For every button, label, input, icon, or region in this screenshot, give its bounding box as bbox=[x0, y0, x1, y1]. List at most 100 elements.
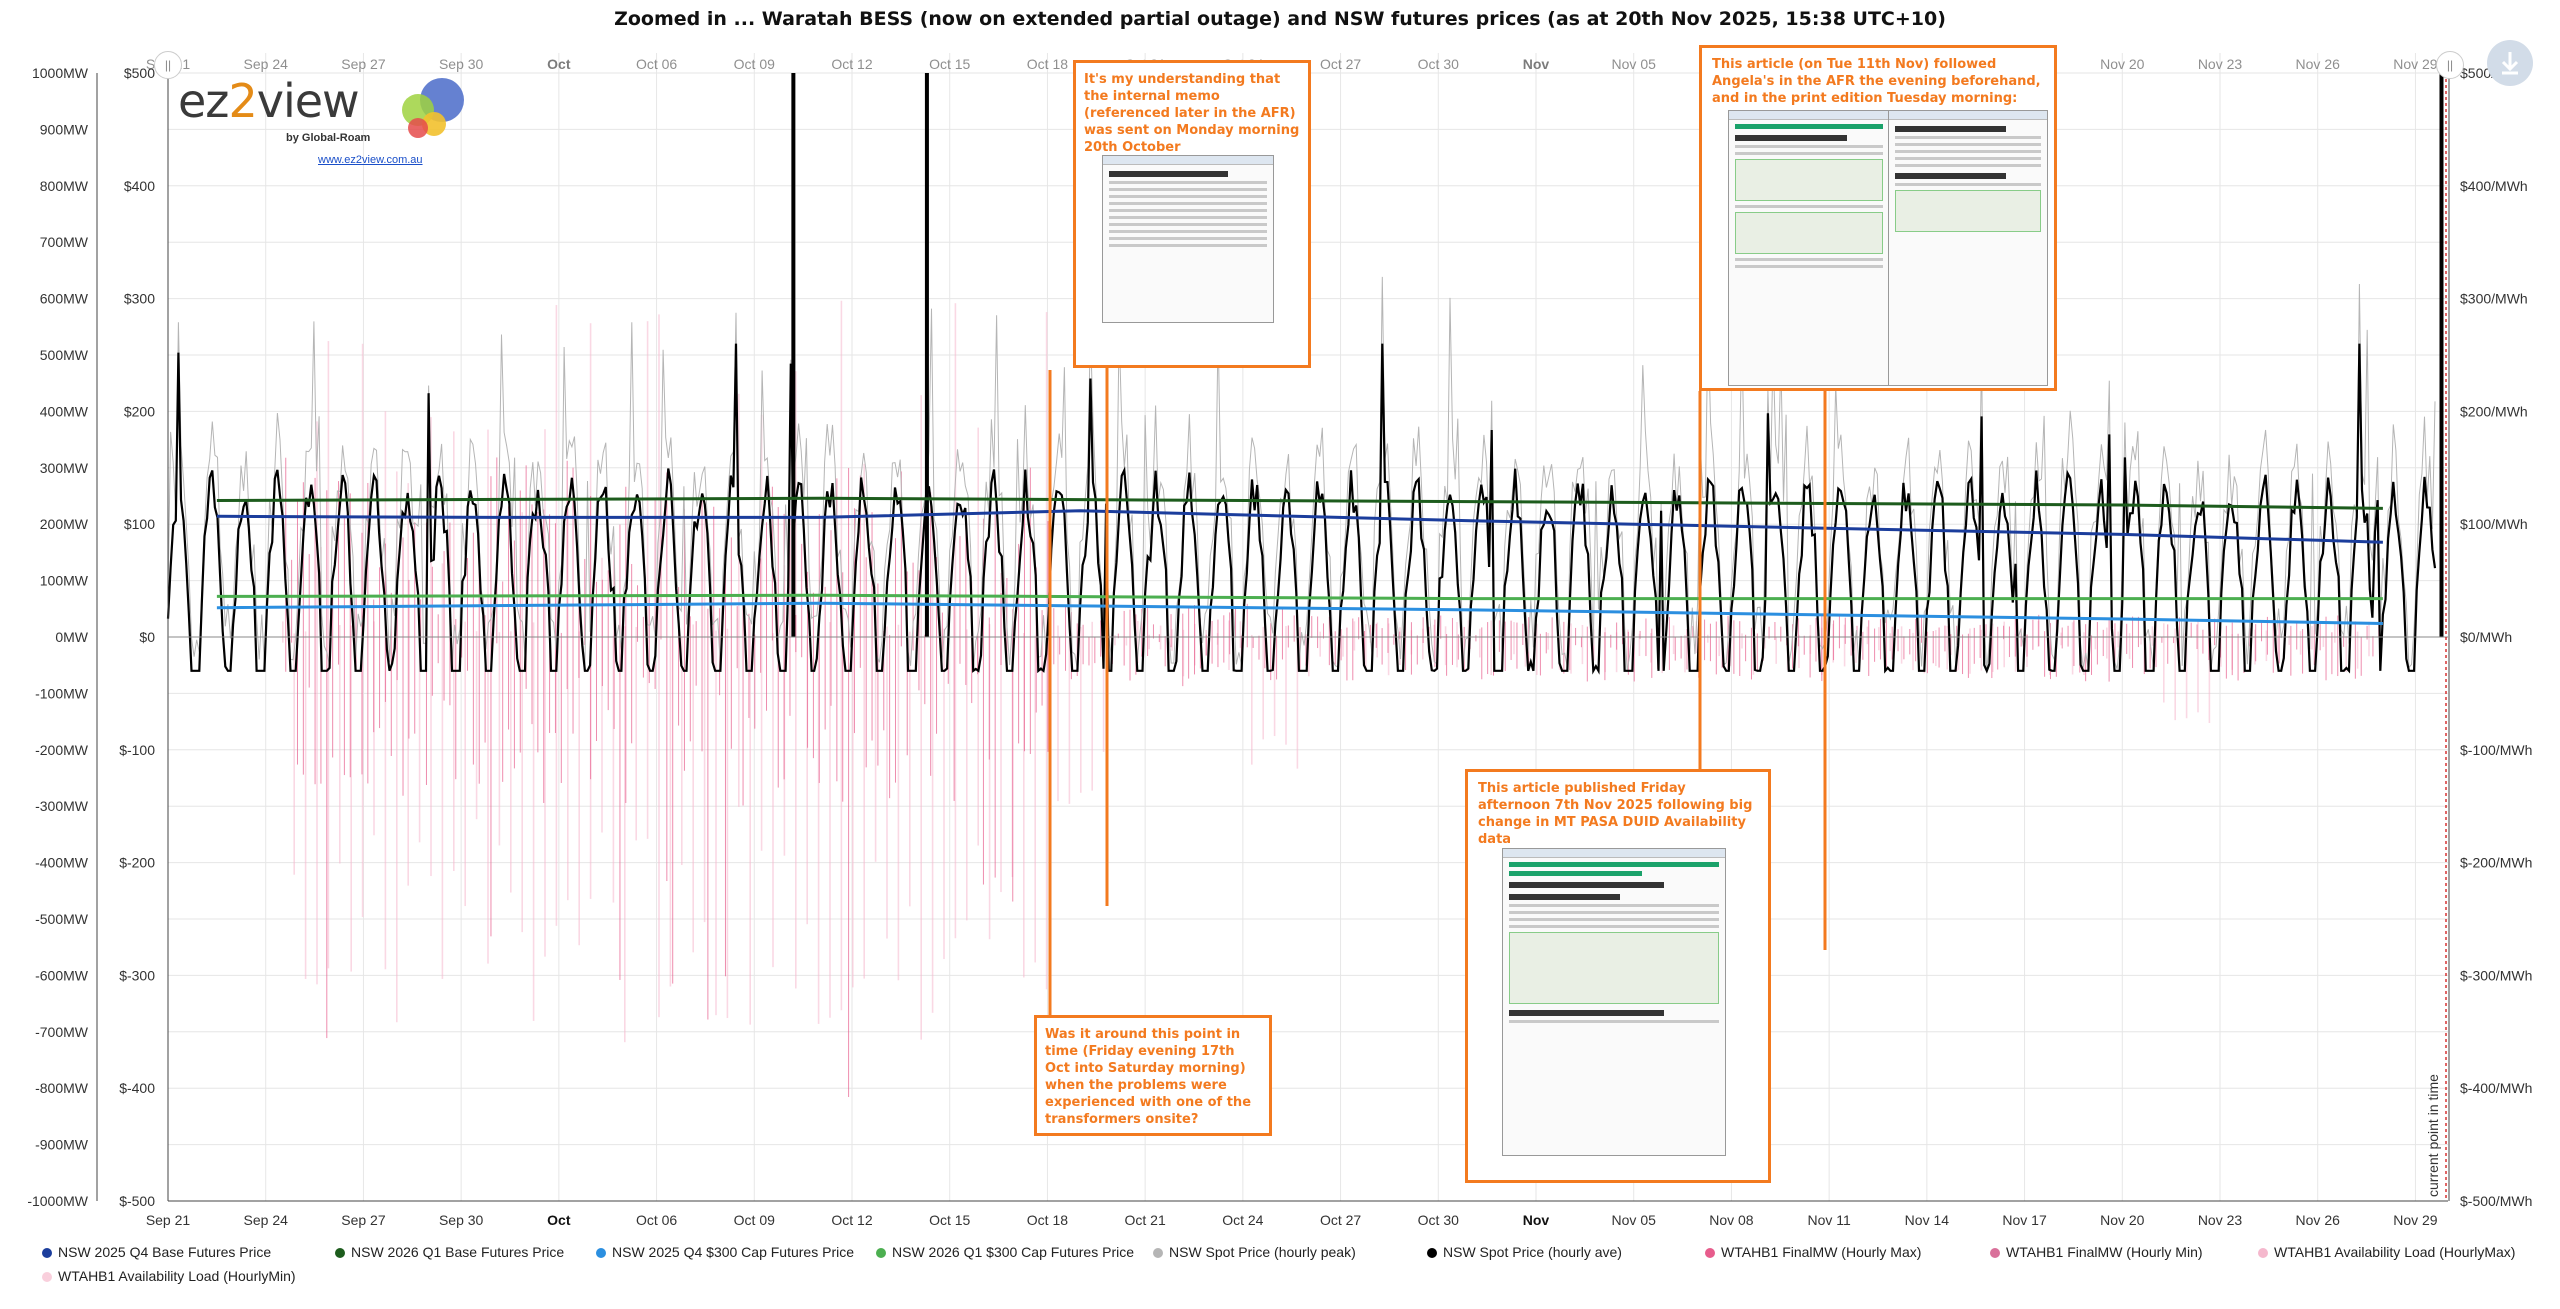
finalmw-bar bbox=[1170, 614, 1172, 648]
legend-item[interactable]: WTAHB1 Availability Load (HourlyMin) bbox=[42, 1268, 296, 1284]
availability-load-bar bbox=[578, 631, 580, 946]
availability-load-bar bbox=[2060, 632, 2062, 646]
y-tick-right-label: $-500/MWh bbox=[2460, 1193, 2532, 1209]
availability-load-bar bbox=[1091, 621, 1093, 791]
legend-item[interactable]: NSW 2026 Q1 Base Futures Price bbox=[335, 1244, 564, 1260]
finalmw-bar bbox=[1082, 624, 1084, 665]
finalmw-bar bbox=[291, 559, 293, 643]
availability-load-bar bbox=[2071, 622, 2074, 675]
download-button[interactable] bbox=[2487, 40, 2533, 86]
availability-load-bar bbox=[1843, 624, 1846, 667]
y-tick-mw-label: -1000MW bbox=[27, 1193, 88, 1209]
availability-load-bar bbox=[726, 628, 729, 1019]
finalmw-bar bbox=[1973, 627, 1975, 664]
finalmw-bar bbox=[707, 608, 709, 1020]
availability-load-bar bbox=[1262, 626, 1264, 740]
y-tick-right-label: $400/MWh bbox=[2460, 178, 2528, 194]
legend-item[interactable]: NSW 2025 Q4 Base Futures Price bbox=[42, 1244, 271, 1260]
finalmw-bar bbox=[695, 621, 697, 686]
y-tick-mw-label: 700MW bbox=[40, 234, 89, 250]
availability-load-bar bbox=[1638, 633, 1641, 657]
legend-label: NSW 2025 Q4 Base Futures Price bbox=[58, 1244, 272, 1260]
availability-load-bar bbox=[1239, 621, 1242, 648]
finalmw-bar bbox=[2278, 621, 2280, 664]
x-tick-label-top: Oct 30 bbox=[1418, 56, 1459, 72]
legend-item[interactable]: NSW Spot Price (hourly peak) bbox=[1153, 1244, 1356, 1260]
availability-load-bar bbox=[669, 636, 672, 987]
finalmw-bar bbox=[859, 475, 861, 668]
legend-item[interactable]: WTAHB1 FinalMW (Hourly Min) bbox=[1990, 1244, 2203, 1260]
finalmw-bar bbox=[1023, 471, 1025, 752]
finalmw-bar bbox=[537, 512, 539, 753]
right-scroll-handle[interactable]: || bbox=[2436, 51, 2464, 79]
finalmw-bar bbox=[965, 510, 967, 685]
availability-load-bar bbox=[327, 341, 330, 969]
legend-item[interactable]: NSW Spot Price (hourly ave) bbox=[1427, 1244, 1622, 1260]
x-tick-label: Oct 30 bbox=[1418, 1212, 1459, 1228]
finalmw-bar bbox=[941, 612, 943, 657]
availability-load-bar bbox=[1365, 624, 1367, 669]
x-tick-label-top: Oct 12 bbox=[831, 56, 872, 72]
finalmw-bar bbox=[2302, 628, 2304, 674]
left-scroll-handle[interactable]: || bbox=[154, 51, 182, 79]
finalmw-bar bbox=[2360, 636, 2362, 676]
finalmw-bar bbox=[1129, 609, 1131, 681]
availability-load-bar bbox=[1171, 629, 1173, 651]
y-tick-price-label: $300 bbox=[124, 291, 155, 307]
finalmw-bar bbox=[1709, 623, 1711, 662]
legend-item[interactable]: WTAHB1 FinalMW (Hourly Max) bbox=[1705, 1244, 1921, 1260]
annotation-transformer-text: Was it around this point in time (Friday… bbox=[1045, 1027, 1252, 1127]
finalmw-bar bbox=[648, 597, 650, 684]
finalmw-bar bbox=[683, 509, 685, 771]
finalmw-bar bbox=[1651, 628, 1653, 678]
availability-load-bar bbox=[2003, 621, 2005, 668]
finalmw-bar bbox=[1739, 621, 1741, 676]
finalmw-bar bbox=[2149, 635, 2151, 669]
legend-swatch bbox=[2258, 1248, 2268, 1258]
y-tick-mw-label: 500MW bbox=[40, 347, 89, 363]
availability-load-bar bbox=[1068, 636, 1071, 804]
finalmw-bar bbox=[1985, 624, 1987, 638]
finalmw-bar bbox=[1117, 633, 1119, 639]
legend-item[interactable]: WTAHB1 Availability Load (HourlyMax) bbox=[2258, 1244, 2515, 1260]
availability-load-bar bbox=[1456, 622, 1458, 668]
finalmw-bar bbox=[402, 537, 404, 796]
finalmw-bar bbox=[1903, 636, 1905, 660]
finalmw-bar bbox=[2014, 615, 2016, 657]
finalmw-bar bbox=[2126, 623, 2128, 654]
finalmw-bar bbox=[1516, 622, 1518, 669]
finalmw-bar bbox=[308, 554, 310, 688]
y-tick-right-label: $-300/MWh bbox=[2460, 967, 2532, 983]
finalmw-bar bbox=[1188, 607, 1190, 679]
legend-item[interactable]: NSW 2026 Q1 $300 Cap Futures Price bbox=[876, 1244, 1134, 1260]
y-tick-mw-label: 900MW bbox=[40, 121, 89, 137]
finalmw-bar bbox=[2003, 625, 2005, 640]
finalmw-bar bbox=[1322, 623, 1324, 639]
x-tick-label-top: Sep 27 bbox=[341, 56, 386, 72]
availability-load-bar bbox=[909, 631, 911, 907]
finalmw-bar bbox=[1633, 627, 1635, 682]
finalmw-bar bbox=[1457, 634, 1459, 660]
x-tick-label: Nov 29 bbox=[2393, 1212, 2438, 1228]
finalmw-bar bbox=[1815, 618, 1817, 662]
finalmw-bar bbox=[830, 530, 832, 706]
finalmw-bar bbox=[1029, 467, 1031, 754]
finalmw-bar bbox=[2067, 625, 2069, 647]
finalmw-bar bbox=[2372, 636, 2374, 657]
availability-load-bar bbox=[874, 621, 877, 862]
logo-url-link[interactable]: www.ez2view.com.au bbox=[318, 154, 423, 166]
finalmw-bar bbox=[1668, 616, 1670, 670]
y-tick-right-label: $200/MWh bbox=[2460, 403, 2528, 419]
legend-item[interactable]: NSW 2025 Q4 $300 Cap Futures Price bbox=[596, 1244, 854, 1260]
availability-load-bar bbox=[316, 421, 318, 985]
availability-load-bar bbox=[1615, 632, 1618, 673]
y-tick-price-label: $-200 bbox=[119, 855, 155, 871]
download-icon bbox=[2501, 52, 2519, 75]
finalmw-bar bbox=[1328, 616, 1330, 666]
finalmw-bar bbox=[2096, 622, 2098, 665]
finalmw-bar bbox=[2343, 632, 2345, 647]
availability-load-bar bbox=[1159, 625, 1162, 650]
finalmw-bar bbox=[1276, 635, 1278, 680]
finalmw-bar bbox=[2032, 619, 2034, 650]
finalmw-bar bbox=[408, 579, 410, 739]
